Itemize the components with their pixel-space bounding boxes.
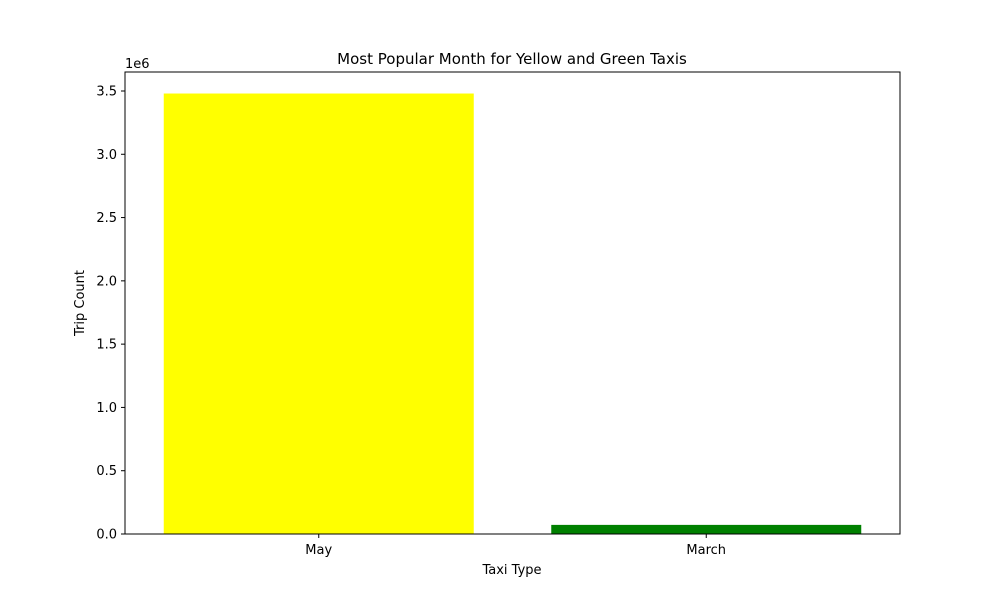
y-ticks-group: 0.0 0.5 1.0 1.5 2.0 2.5 3.0 3.5 [96,84,125,543]
bar-may [163,93,474,534]
y-tick-label: 1.5 [96,338,117,353]
x-tick-label: May [305,543,332,558]
y-axis-label: Trip Count [73,270,88,337]
y-tick-label: 2.0 [96,274,117,289]
y-tick-label: 3.0 [96,148,117,163]
y-tick-label: 3.5 [96,84,117,99]
y-tick-label: 1.0 [96,401,117,416]
x-axis-label: Taxi Type [481,563,541,578]
y-tick-label: 2.5 [96,211,117,226]
x-tick-label: March [686,543,726,558]
x-ticks-group: May March [305,534,726,558]
y-scale-label: 1e6 [125,57,150,72]
chart-title: Most Popular Month for Yellow and Green … [337,50,687,68]
bar-march [551,524,862,534]
y-tick-label: 0.5 [96,464,117,479]
bars-group [163,93,862,534]
y-tick-label: 0.0 [96,528,117,543]
plot-frame [124,71,901,535]
